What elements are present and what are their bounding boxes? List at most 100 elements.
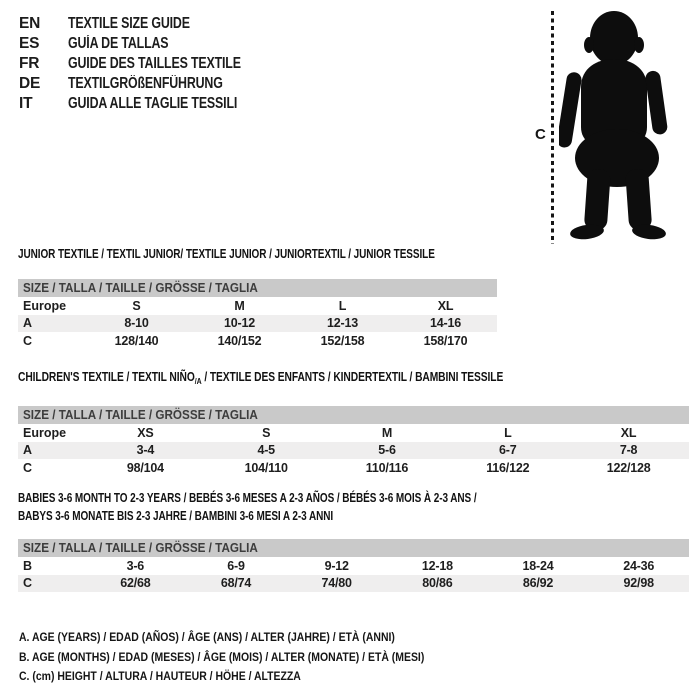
footnote-c-text: C. (cm) HEIGHT / ALTURA / HAUTEUR / HÖHE… [19,669,301,684]
size-header-bar: SIZE / TALLA / TAILLE / GRÖSSE / TAGLIA [18,539,689,557]
footnote-a: A. AGE (YEARS) / EDAD (AÑOS) / ÂGE (ANS)… [19,628,496,648]
table-cell: L [338,298,347,313]
spacer [18,261,497,279]
table-cell: 80/86 [422,576,453,591]
footnote-b: B. AGE (MONTHS) / EDAD (MESES) / ÂGE (MO… [19,648,496,668]
table-cell: 122/128 [606,460,651,475]
table-cell: 86/92 [522,576,554,591]
size-header-text: SIZE / TALLA / TAILLE / GRÖSSE / TAGLIA [23,280,258,295]
guide-title-fr: GUIDE DES TAILLES TEXTILE [68,55,241,72]
table-cell: 74/80 [321,576,352,591]
junior-table-title-text: JUNIOR TEXTILE / TEXTIL JUNIOR/ TEXTILE … [18,247,435,261]
language-row-es: ES GUÍA DE TALLAS [19,34,284,54]
table-cell: 128/140 [114,333,159,348]
guide-title-es: GUÍA DE TALLAS [68,35,169,52]
table-row-height: C 128/140 140/152 152/158 158/170 [18,332,497,350]
row-label: B [23,558,33,573]
table-row-europe: Europe S M L XL [18,297,497,315]
table-cell: XL [620,425,637,440]
language-code: FR [19,55,40,72]
table-cell: 9-12 [324,558,349,573]
table-cell: 3-4 [136,443,155,458]
children-size-table: CHILDREN'S TEXTILE / TEXTIL NIÑO/A / TEX… [18,371,689,477]
table-cell: XS [137,425,154,440]
guide-title-it: GUIDA ALLE TAGLIE TESSILI [68,95,238,112]
title-subscript: /A [194,376,202,386]
language-code: EN [19,15,41,32]
size-header-bar: SIZE / TALLA / TAILLE / GRÖSSE / TAGLIA [18,279,497,297]
table-cell: M [234,298,245,313]
table-cell: 92/98 [623,576,654,591]
language-title-list: EN TEXTILE SIZE GUIDE ES GUÍA DE TALLAS … [19,14,284,114]
toddler-silhouette-icon [559,11,668,240]
table-cell: L [504,425,512,440]
table-cell: 62/68 [120,576,151,591]
table-cell: 6-9 [227,558,245,573]
table-cell: 6-7 [499,443,517,458]
row-label: C [23,576,33,591]
table-cell: 8-10 [124,316,149,331]
title-part: / TEXTILE DES ENFANTS / KINDERTEXTIL / B… [201,370,504,384]
table-row-age: A 3-4 4-5 5-6 6-7 7-8 [18,441,689,460]
table-cell: 7-8 [619,443,638,458]
table-row-height: C 62/68 68/74 74/80 80/86 86/92 92/98 [18,574,689,593]
table-cell: XL [437,298,454,313]
table-cell: 5-6 [378,443,396,458]
size-header-text: SIZE / TALLA / TAILLE / GRÖSSE / TAGLIA [23,540,258,555]
table-cell: 152/158 [320,333,365,348]
language-row-fr: FR GUIDE DES TAILLES TEXTILE [19,54,284,74]
table-row-europe: Europe XS S M L XL [18,424,689,442]
footnote-c: C. (cm) HEIGHT / ALTURA / HAUTEUR / HÖHE… [19,667,496,687]
spacer [18,525,689,539]
footnote-a-text: A. AGE (YEARS) / EDAD (AÑOS) / ÂGE (ANS)… [19,630,395,644]
table-cell: 140/152 [217,333,262,348]
table-cell: 4-5 [257,443,275,458]
spacer [18,388,689,406]
table-cell: 110/116 [365,460,409,475]
children-table-title-text: CHILDREN'S TEXTILE / TEXTIL NIÑO/A / TEX… [18,371,503,388]
language-code: ES [19,35,40,52]
guide-title-de: TEXTILGRÖßENFÜHRUNG [68,75,223,92]
babies-size-table: BABIES 3-6 MONTH TO 2-3 YEARS / BEBÉS 3-… [18,489,689,593]
table-cell: 3-6 [126,558,145,573]
table-row-age: A 8-10 10-12 12-13 14-16 [18,314,497,333]
table-cell: 116/122 [486,460,530,475]
table-cell: 98/104 [126,460,164,475]
language-row-en: EN TEXTILE SIZE GUIDE [19,14,284,34]
babies-title-line2: BABYS 3-6 MONATE BIS 2-3 JAHRE / BAMBINI… [18,509,334,523]
babies-table-title: BABIES 3-6 MONTH TO 2-3 YEARS / BEBÉS 3-… [18,489,689,525]
table-cell: 10-12 [224,316,255,331]
table-cell: S [262,425,271,440]
table-cell: 12-13 [327,316,358,331]
row-label: Europe [23,298,67,313]
table-cell: 14-16 [430,316,461,331]
height-measure-dashed-line [551,11,554,244]
language-row-it: IT GUIDA ALLE TAGLIE TESSILI [19,94,284,114]
junior-table-title: JUNIOR TEXTILE / TEXTIL JUNIOR/ TEXTILE … [18,248,497,261]
table-cell: 104/110 [244,460,288,475]
height-measure-label: C [535,126,546,143]
footnote-legend: A. AGE (YEARS) / EDAD (AÑOS) / ÂGE (ANS)… [19,628,496,687]
row-label: A [23,443,33,458]
table-cell: S [132,298,141,313]
title-part: CHILDREN'S TEXTILE / TEXTIL NIÑO [18,370,195,384]
size-header-text: SIZE / TALLA / TAILLE / GRÖSSE / TAGLIA [23,407,258,422]
table-cell: M [381,425,393,440]
table-cell: 24-36 [623,558,655,573]
guide-title-en: TEXTILE SIZE GUIDE [68,15,190,32]
table-cell: 18-24 [522,558,554,573]
table-cell: 12-18 [421,558,453,573]
language-code: IT [19,95,33,112]
language-row-de: DE TEXTILGRÖßENFÜHRUNG [19,74,284,94]
size-header-bar: SIZE / TALLA / TAILLE / GRÖSSE / TAGLIA [18,406,689,424]
row-label: C [23,333,33,348]
babies-title-line1: BABIES 3-6 MONTH TO 2-3 YEARS / BEBÉS 3-… [18,491,477,505]
table-cell: 158/170 [423,333,468,348]
row-label: C [23,460,33,475]
footnote-b-text: B. AGE (MONTHS) / EDAD (MESES) / ÂGE (MO… [19,649,425,664]
children-table-title: CHILDREN'S TEXTILE / TEXTIL NIÑO/A / TEX… [18,371,689,388]
table-row-height: C 98/104 104/110 110/116 116/122 122/128 [18,459,689,477]
junior-size-table: JUNIOR TEXTILE / TEXTIL JUNIOR/ TEXTILE … [18,248,497,350]
table-row-age-months: B 3-6 6-9 9-12 12-18 18-24 24-36 [18,557,689,575]
